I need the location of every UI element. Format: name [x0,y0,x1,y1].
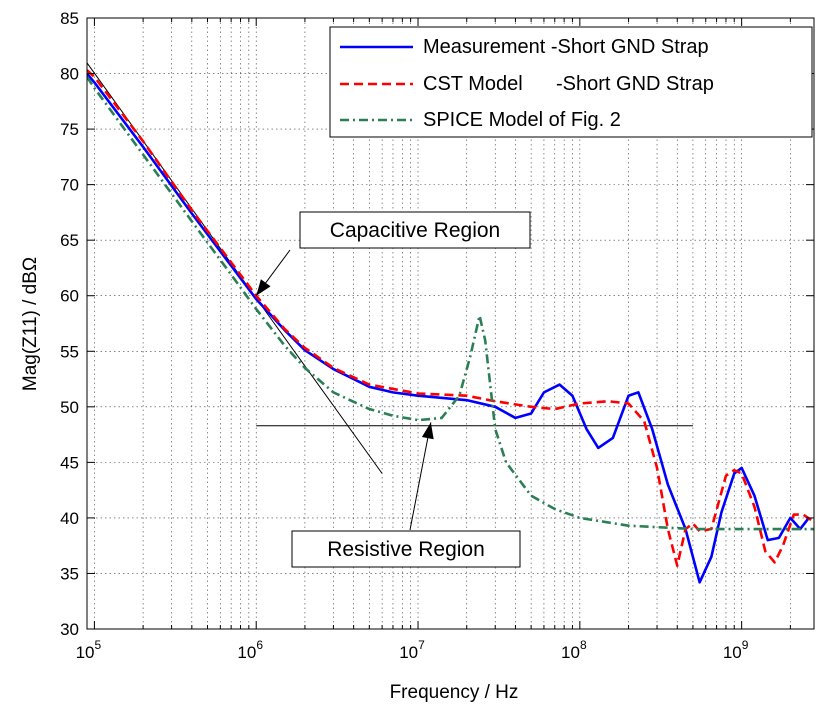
y-tick-label: 80 [60,65,79,84]
x-tick-label: 109 [723,638,749,662]
legend-label-0: Measurement -Short GND Strap [423,36,709,58]
y-tick-label: 45 [60,453,79,472]
y-tick-label: 40 [60,509,79,528]
grid [86,18,814,629]
annotation-arrow-head-1 [421,422,434,440]
x-axis-label: Frequency / Hz [390,682,519,703]
series-line-0 [87,72,810,584]
annotations: Capacitive Region Resistive Region [255,211,531,568]
ticks [86,17,814,630]
x-tick-labels: 105 106 107 108 109 [76,638,749,662]
series-line-2 [87,76,814,531]
series-line-1 [87,69,813,567]
annotation-arrow-head-0 [256,279,271,296]
y-axis-label: Mag(Z11) / dBΩ [20,257,41,391]
y-tick-label: 35 [60,564,79,583]
legend-label-2: SPICE Model of Fig. 2 [423,109,621,131]
y-tick-label: 55 [60,342,79,361]
y-tick-label: 70 [60,176,79,195]
annotation-label-1: Resistive Region [327,538,485,561]
y-tick-label: 30 [60,620,79,639]
series-group [87,69,814,584]
plot-frame [86,17,815,630]
annotation-box-0 [299,211,531,249]
legend-box [329,26,813,138]
y-tick-label: 85 [60,9,79,28]
y-tick-label: 65 [60,231,79,250]
legend: Measurement -Short GND Strap CST Model -S… [329,26,813,138]
annotation-arrow-line-1 [409,422,432,531]
legend-label-1: CST Model -Short GND Strap [423,73,714,95]
y-tick-label: 60 [60,287,79,306]
y-tick-label: 50 [60,398,79,417]
x-tick-label: 108 [561,638,587,662]
y-tick-label: 75 [60,120,79,139]
x-tick-label: 106 [237,638,263,662]
x-tick-label: 107 [399,638,425,662]
x-tick-label: 105 [76,638,102,662]
y-tick-labels: 30 35 40 45 50 55 60 65 70 75 80 85 [60,9,79,639]
annotation-box-1 [291,530,521,568]
annotation-label-0: Capacitive Region [330,219,500,242]
